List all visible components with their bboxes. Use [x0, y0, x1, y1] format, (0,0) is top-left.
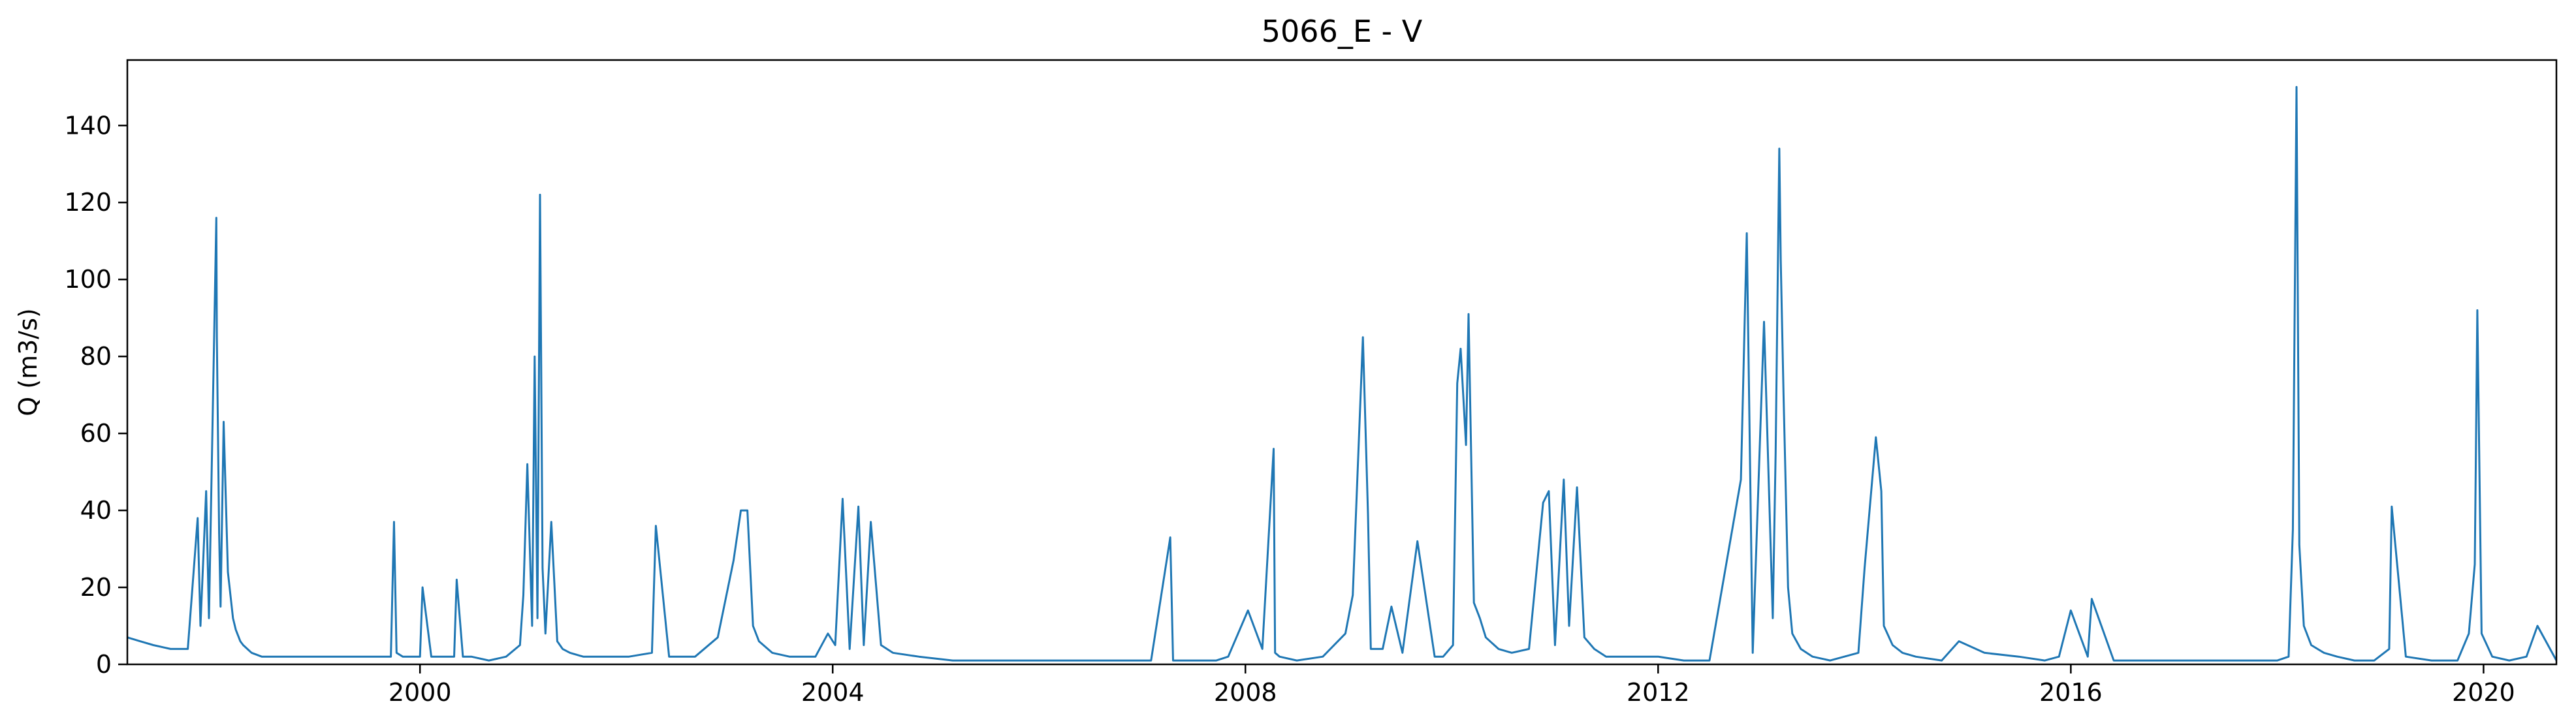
- x-tick-label: 2000: [389, 678, 452, 707]
- x-tick-label: 2016: [2039, 678, 2103, 707]
- x-tick-label: 2020: [2452, 678, 2515, 707]
- y-tick-label: 120: [64, 188, 112, 217]
- chart-title: 5066_E - V: [1262, 14, 1423, 49]
- y-axis: 0 20 40 60 80 100 120 140: [64, 111, 127, 679]
- series-line: [127, 85, 2558, 662]
- x-tick-label: 2012: [1627, 678, 1690, 707]
- y-tick-label: 40: [80, 496, 112, 525]
- x-axis: 2000 2004 2008 2012 2016 2020: [389, 664, 2515, 707]
- y-tick-label: 140: [64, 111, 112, 140]
- y-tick-label: 80: [80, 342, 112, 371]
- x-tick-label: 2008: [1214, 678, 1277, 707]
- y-tick-label: 100: [64, 265, 112, 294]
- x-tick-label: 2004: [801, 678, 865, 707]
- y-axis-label: Q (m3/s): [14, 308, 42, 416]
- y-tick-label: 0: [96, 650, 112, 679]
- plot-area: [127, 85, 2558, 662]
- plot-frame: [126, 59, 2558, 666]
- y-tick-label: 60: [80, 419, 112, 448]
- y-tick-label: 20: [80, 573, 112, 602]
